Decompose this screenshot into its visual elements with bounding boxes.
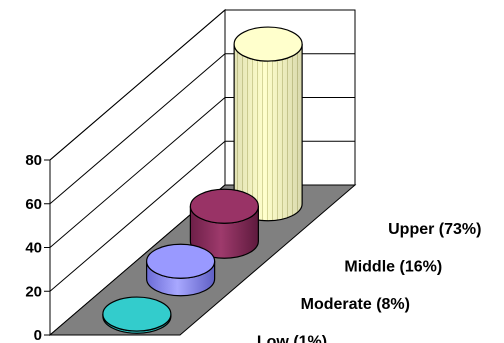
bar: [146, 243, 216, 297]
bar: [189, 188, 259, 259]
bar: [102, 296, 172, 334]
bar-top: [102, 296, 172, 332]
gridline: [49, 97, 355, 248]
bar-shade: [234, 44, 303, 221]
bar-top: [233, 26, 303, 62]
bar: [233, 26, 303, 222]
gridline: [49, 9, 355, 161]
category-label: Moderate (8%): [301, 296, 410, 313]
y-tick-label: 20: [25, 283, 42, 300]
bar-top: [146, 243, 216, 279]
y-tick-label: 0: [34, 327, 42, 343]
gridline: [49, 53, 355, 205]
y-tick-label: 80: [25, 152, 42, 169]
bar-top: [189, 188, 259, 224]
category-labels: Low (1%) Moderate (8%) Middle (16%) Upper (…: [257, 221, 482, 343]
category-label: Middle (16%): [344, 258, 442, 275]
y-tick-label: 60: [25, 196, 42, 213]
category-label: Low (1%): [257, 333, 327, 343]
y-axis: 0 20 40 60 80: [25, 152, 50, 343]
category-label: Upper (73%): [388, 221, 481, 238]
gridline: [49, 140, 355, 292]
bars: [102, 26, 303, 334]
y-tick-label: 40: [25, 240, 42, 257]
